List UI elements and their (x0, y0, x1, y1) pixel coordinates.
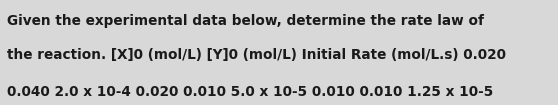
Text: the reaction. [X]0 (mol/L) [Y]0 (mol/L) Initial Rate (mol/L.s) 0.020: the reaction. [X]0 (mol/L) [Y]0 (mol/L) … (7, 48, 506, 62)
Text: Given the experimental data below, determine the rate law of: Given the experimental data below, deter… (7, 14, 484, 28)
Text: 0.040 2.0 x 10-4 0.020 0.010 5.0 x 10-5 0.010 0.010 1.25 x 10-5: 0.040 2.0 x 10-4 0.020 0.010 5.0 x 10-5 … (7, 85, 493, 99)
